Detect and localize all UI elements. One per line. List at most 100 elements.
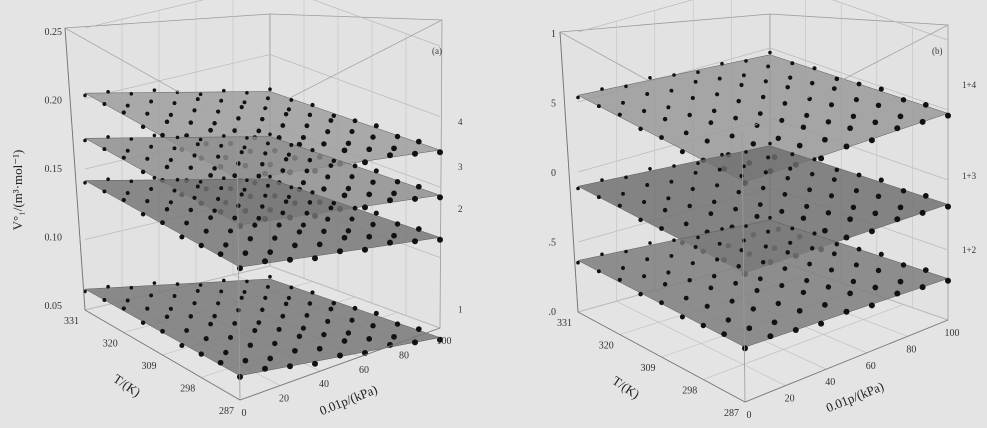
- data-point: [366, 233, 373, 240]
- data-point: [212, 208, 217, 213]
- data-point: [328, 118, 334, 123]
- data-point: [283, 199, 289, 204]
- data-point: [188, 207, 194, 213]
- data-point: [900, 188, 907, 194]
- data-point: [800, 289, 807, 296]
- data-point: [195, 288, 200, 293]
- data-point: [164, 164, 170, 170]
- data-point: [853, 188, 859, 194]
- data-point: [331, 158, 337, 164]
- data-point: [160, 328, 165, 334]
- t-axis-title: T/(K): [610, 373, 643, 402]
- p-tick-label: 0: [242, 408, 247, 419]
- data-point: [642, 274, 647, 279]
- data-point: [263, 151, 268, 156]
- data-point: [208, 321, 214, 327]
- z-tick-label: 5: [551, 99, 556, 110]
- data-point: [624, 84, 628, 89]
- data-point: [662, 207, 668, 213]
- p-tick-label: 80: [399, 350, 409, 361]
- data-point: [129, 179, 134, 184]
- data-point: [280, 168, 286, 174]
- data-point: [192, 108, 197, 113]
- data-point: [208, 173, 214, 178]
- data-point: [648, 241, 652, 245]
- data-point: [672, 164, 676, 168]
- data-point: [160, 220, 165, 226]
- data-point: [168, 157, 173, 163]
- data-point: [809, 80, 815, 86]
- data-point: [696, 70, 700, 74]
- data-point: [757, 276, 763, 282]
- data-point: [321, 141, 327, 147]
- data-point: [807, 187, 812, 193]
- z-tick-label: 0.10: [45, 233, 63, 244]
- data-point: [850, 204, 857, 210]
- data-point: [412, 238, 418, 245]
- data-point: [659, 135, 664, 140]
- panel-label: (b): [932, 46, 943, 56]
- data-point: [129, 92, 134, 96]
- data-point: [387, 197, 393, 204]
- data-point: [172, 146, 177, 151]
- data-point: [648, 76, 652, 80]
- data-point: [828, 102, 835, 108]
- data-point: [834, 167, 840, 173]
- data-point: [283, 301, 289, 307]
- data-point: [304, 210, 310, 216]
- data-point: [945, 277, 951, 284]
- data-point: [897, 278, 904, 285]
- data-point: [256, 173, 262, 179]
- data-point: [690, 95, 695, 101]
- data-point: [624, 249, 628, 254]
- data-point: [310, 102, 315, 108]
- data-point: [768, 215, 772, 220]
- data-point: [617, 203, 622, 208]
- data-point: [796, 307, 803, 314]
- data-point: [868, 302, 875, 309]
- z-tick-label: 0.05: [45, 301, 63, 312]
- data-point: [239, 295, 244, 300]
- data-point: [152, 133, 157, 138]
- data-point: [260, 116, 265, 122]
- data-point: [366, 336, 373, 342]
- data-point: [192, 195, 197, 200]
- data-point: [687, 112, 692, 118]
- data-point: [919, 284, 926, 291]
- data-point: [415, 326, 422, 332]
- data-point: [217, 359, 224, 366]
- data-point: [693, 79, 698, 84]
- data-point: [203, 228, 209, 234]
- data-point: [145, 199, 150, 204]
- data-point: [800, 124, 807, 130]
- surface-label: 1+2: [962, 245, 976, 255]
- data-point: [720, 152, 724, 157]
- data-point: [370, 323, 376, 329]
- data-point: [872, 284, 879, 291]
- data-point: [268, 274, 272, 279]
- data-point: [325, 318, 331, 324]
- data-point: [779, 283, 785, 289]
- data-point: [212, 121, 217, 126]
- data-point: [198, 351, 204, 357]
- data-point: [140, 169, 146, 175]
- data-point: [352, 305, 358, 311]
- data-point: [260, 161, 265, 167]
- data-point: [638, 291, 643, 297]
- t-tick-label: 331: [64, 316, 79, 327]
- data-point: [669, 253, 674, 258]
- data-point: [412, 339, 418, 346]
- t-tick-label: 309: [142, 361, 157, 372]
- surface-label: 1+3: [962, 171, 977, 181]
- data-point: [621, 266, 625, 270]
- data-point: [843, 308, 850, 315]
- data-point: [715, 92, 720, 97]
- data-point: [349, 317, 355, 323]
- data-point: [256, 215, 262, 221]
- data-point: [242, 357, 249, 364]
- data-point: [222, 88, 226, 93]
- data-point: [779, 208, 785, 214]
- data-point: [184, 220, 190, 226]
- data-point: [216, 109, 221, 114]
- data-point: [208, 127, 214, 133]
